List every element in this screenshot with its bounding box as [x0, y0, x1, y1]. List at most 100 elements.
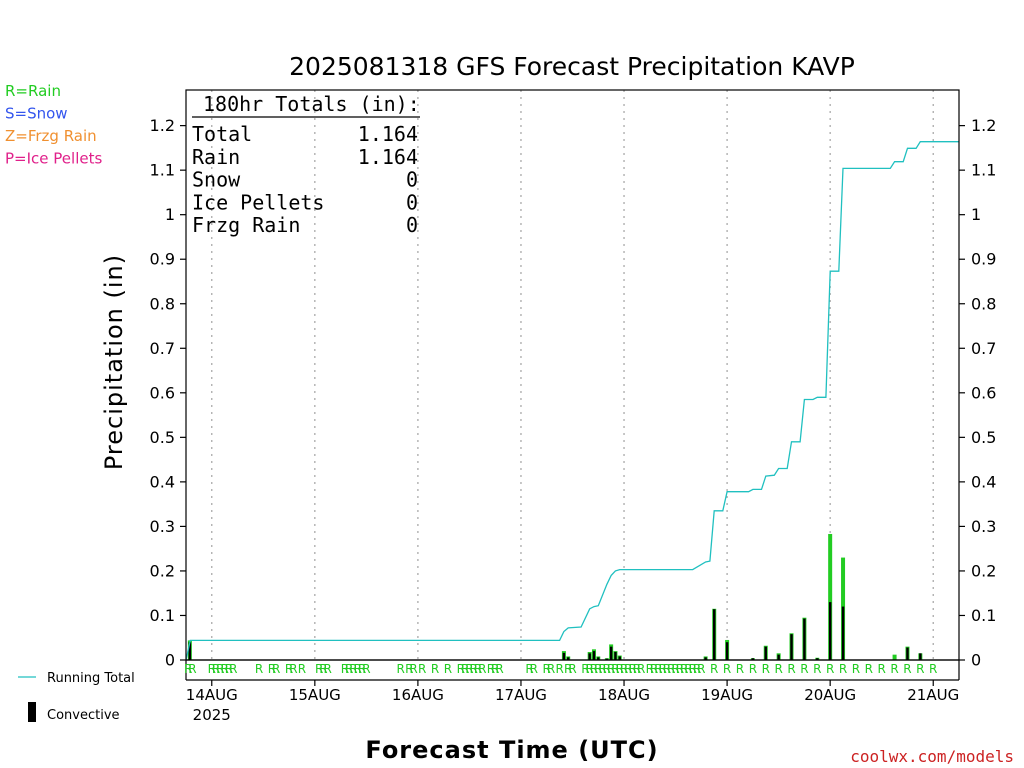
rain-mark: R [590, 662, 598, 676]
legend-item: R=Rain [5, 82, 61, 100]
rain-mark: R [525, 662, 533, 676]
y-tick-label-right: 0.6 [971, 383, 996, 402]
precip-bars [186, 533, 959, 661]
rain-mark: R [736, 662, 744, 676]
rain-mark: R [581, 662, 589, 676]
rain-mark: R [826, 662, 834, 676]
rain-mark: R [680, 662, 688, 676]
rain-mark: R [478, 662, 486, 676]
x-tick-label: 19AUG [701, 686, 753, 704]
totals-row-label: Frzg Rain [192, 213, 300, 237]
rain-mark: R [229, 662, 237, 676]
rain-mark: R [616, 662, 624, 676]
rain-mark: R [272, 662, 280, 676]
rain-mark: R [349, 662, 357, 676]
rain-mark: R [628, 662, 636, 676]
rain-mark: R [650, 662, 658, 676]
rain-mark: R [839, 662, 847, 676]
rain-mark: R [212, 662, 220, 676]
rain-mark: R [813, 662, 821, 676]
rain-mark: R [444, 662, 452, 676]
x-tick-label: 14AUG [186, 686, 238, 704]
rain-mark: R [598, 662, 606, 676]
x-tick-label: 15AUG [289, 686, 341, 704]
totals-header: 180hr Totals (in): [203, 92, 420, 116]
convective-bar [592, 651, 596, 660]
plot-frame [185, 89, 960, 661]
rain-mark: R [487, 662, 495, 676]
y-tick-label: 0.4 [150, 472, 175, 491]
totals-row-label: Rain [192, 145, 240, 169]
convective-bar [751, 658, 755, 660]
rain-mark: R [225, 662, 233, 676]
convective-bar [614, 651, 617, 660]
totals-row-label: Snow [192, 168, 241, 192]
y-tick-label-right: 0 [971, 651, 981, 670]
rain-mark: R [216, 662, 224, 676]
rain-mark: R [689, 662, 697, 676]
y-tick-label: 1.1 [150, 161, 175, 180]
rain-mark: R [611, 662, 619, 676]
rain-mark: R [903, 662, 911, 676]
x-tick-label: 16AUG [392, 686, 444, 704]
rain-mark: R [654, 662, 662, 676]
rain-mark: R [220, 662, 228, 676]
y-tick-label-right: 0.9 [971, 250, 996, 269]
convective-bar [704, 657, 707, 660]
y-tick-label-right: 0.8 [971, 294, 996, 313]
convective-bar [777, 654, 780, 660]
totals-row-label: Ice Pellets [192, 190, 324, 214]
convective-bar [828, 602, 832, 660]
chart-title: 2025081318 GFS Forecast Precipitation KA… [289, 52, 855, 81]
rain-mark: R [418, 662, 426, 676]
convective-bar [588, 653, 591, 660]
rain-mark: R [184, 662, 192, 676]
rain-mark: R [659, 662, 667, 676]
convective-bar [841, 606, 845, 660]
rain-mark: R [208, 662, 216, 676]
rain-mark: R [749, 662, 757, 676]
convective-bar [597, 657, 600, 660]
totals-row-label: Total [192, 122, 252, 146]
rain-mark: R [564, 662, 572, 676]
convective-legend-label: Convective [47, 708, 120, 723]
rain-mark: R [633, 662, 641, 676]
legend-item: S=Snow [5, 105, 68, 123]
rain-mark: R [800, 662, 808, 676]
legend-item: Z=Frzg Rain [5, 127, 97, 145]
y-axis-label: Precipitation (in) [100, 254, 128, 470]
rain-mark: R [637, 662, 645, 676]
legend-item: P=Ice Pellets [5, 150, 102, 168]
y-tick-label: 0.9 [150, 250, 175, 269]
rain-mark: R [607, 662, 615, 676]
rain-mark: R [397, 662, 405, 676]
rain-mark: R [676, 662, 684, 676]
running-total-line [185, 141, 959, 661]
y-tick-label: 1.2 [150, 116, 175, 135]
rain-mark: R [409, 662, 417, 676]
rain-mark: R [315, 662, 323, 676]
x-tick-label: 21AUG [907, 686, 959, 704]
rain-mark: R [470, 662, 478, 676]
rain-mark: R [929, 662, 937, 676]
rain-mark: R [188, 662, 196, 676]
rain-mark: R [865, 662, 873, 676]
precip-bar [892, 654, 897, 660]
rain-mark: R [916, 662, 924, 676]
y-tick-label: 0.2 [150, 561, 175, 580]
convective-legend-swatch [28, 702, 36, 722]
rain-mark: R [667, 662, 675, 676]
y-tick-label: 0.6 [150, 383, 175, 402]
convective-bar [906, 647, 909, 660]
y-tick-label-right: 0.1 [971, 606, 996, 625]
rain-mark: R [663, 662, 671, 676]
totals-row-value: 1.164 [358, 122, 418, 146]
rain-mark: R [405, 662, 413, 676]
convective-bar [567, 657, 570, 660]
rain-mark: R [457, 662, 465, 676]
rain-mark: R [341, 662, 349, 676]
y-tick-label: 0 [165, 651, 175, 670]
rain-mark: R [693, 662, 701, 676]
rain-mark: R [298, 662, 306, 676]
